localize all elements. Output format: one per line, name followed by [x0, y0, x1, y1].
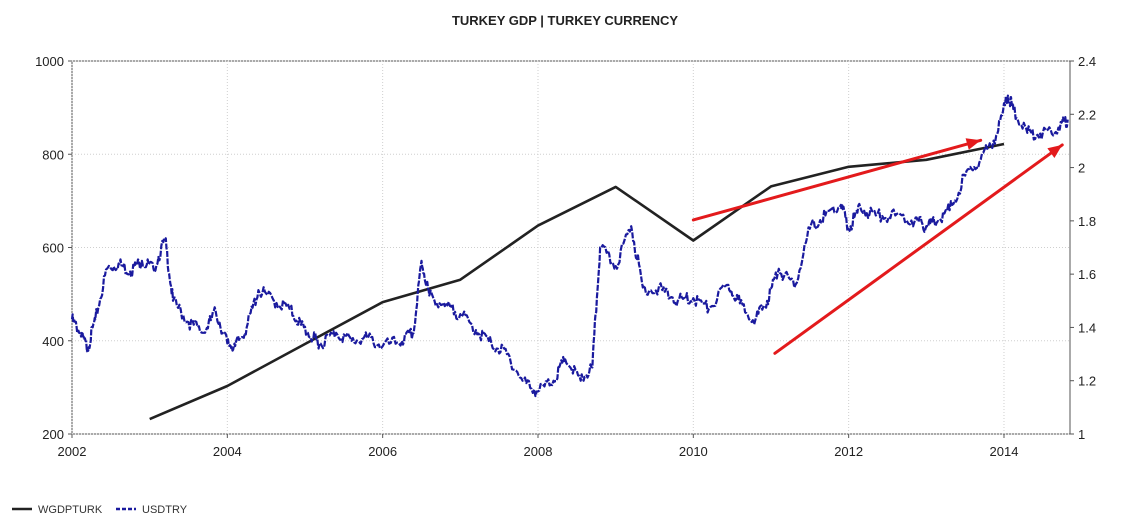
grid-layer [71, 60, 1070, 435]
y-left-tick-label: 800 [42, 147, 64, 162]
trend-arrow-shaft [773, 143, 1064, 355]
series-line-usdtry [70, 94, 1069, 398]
x-tick-label: 2010 [679, 444, 708, 459]
x-tick-label: 2008 [524, 444, 553, 459]
y-right-tick-label: 1.2 [1078, 374, 1096, 389]
y-left-tick-label: 1000 [35, 54, 64, 69]
y-left-tick-label: 400 [42, 334, 64, 349]
series-layer [70, 94, 1069, 421]
trend-arrow [691, 138, 983, 222]
x-tick-label: 2006 [368, 444, 397, 459]
trend-arrow-shaft [691, 138, 983, 222]
y-left-tick-label: 200 [42, 427, 64, 442]
x-tick-label: 2004 [213, 444, 242, 459]
legend-label: USDTRY [142, 504, 188, 516]
y-left-tick-label: 600 [42, 241, 64, 256]
trend-arrow-head [965, 138, 981, 150]
axis-layer: 200 400 600 800 1000 1 1.2 1.4 1.6 1.8 2 2.2 2.4 2002… [35, 54, 1096, 459]
y-right-tick-label: 1.8 [1078, 214, 1096, 229]
trend-arrow-head [1047, 144, 1063, 159]
x-tick-label: 2002 [58, 444, 87, 459]
legend-item-usdtry: USDTRY [116, 504, 188, 516]
y-right-tick-label: 1 [1078, 427, 1085, 442]
y-right-tick-label: 1.4 [1078, 320, 1096, 335]
annotation-layer [691, 138, 1064, 355]
x-tick-label: 2014 [990, 444, 1019, 459]
legend-label: WGDPTURK [38, 504, 103, 516]
y-right-tick-label: 2.4 [1078, 54, 1096, 69]
chart-title: TURKEY GDP | TURKEY CURRENCY [452, 13, 678, 28]
legend: WGDPTURK USDTRY [12, 504, 188, 516]
x-tick-label: 2012 [834, 444, 863, 459]
y-right-tick-label: 1.6 [1078, 267, 1096, 282]
y-right-tick-label: 2.2 [1078, 107, 1096, 122]
legend-item-wgdpturk: WGDPTURK [12, 504, 103, 516]
series-line-wgdpturk [149, 142, 1005, 421]
trend-arrow [773, 143, 1064, 355]
y-right-tick-label: 2 [1078, 161, 1085, 176]
